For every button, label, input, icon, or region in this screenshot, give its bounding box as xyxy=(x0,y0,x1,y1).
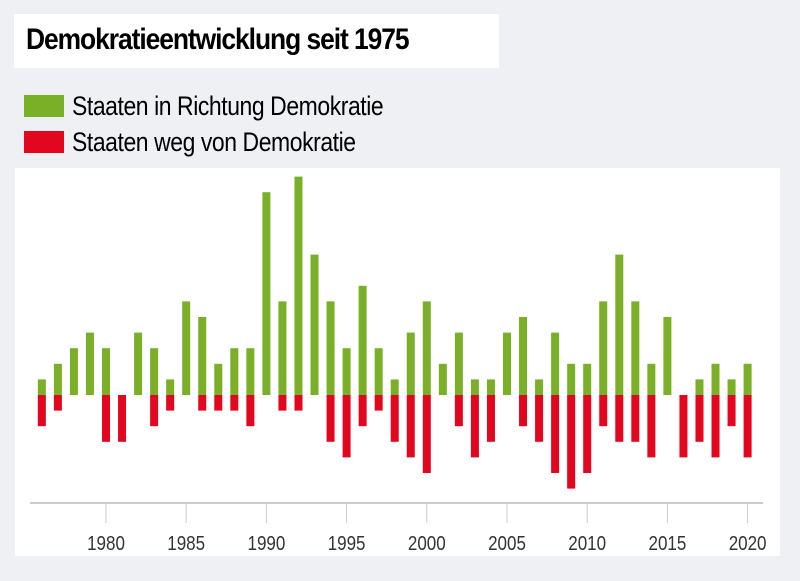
bar-towards-democracy xyxy=(695,379,704,395)
legend: Staaten in Richtung Demokratie Staaten w… xyxy=(24,88,438,160)
bar-away-from-democracy xyxy=(406,395,415,458)
bar-towards-democracy xyxy=(214,363,223,395)
bar-away-from-democracy xyxy=(358,395,367,427)
bar-away-from-democracy xyxy=(278,395,287,411)
bar-away-from-democracy xyxy=(711,395,720,458)
bar-towards-democracy xyxy=(663,317,672,395)
bar-towards-democracy xyxy=(342,348,351,395)
bar-away-from-democracy xyxy=(118,395,127,442)
x-tick-label: 2010 xyxy=(568,532,606,555)
bar-towards-democracy xyxy=(166,379,175,395)
bar-away-from-democracy xyxy=(679,395,688,458)
bar-towards-democracy xyxy=(535,379,544,395)
chart-title: Demokratieentwicklung seit 1975 xyxy=(26,23,410,56)
x-tick-label: 2005 xyxy=(488,532,526,555)
bar-away-from-democracy xyxy=(342,395,351,458)
bar-towards-democracy xyxy=(326,301,335,395)
bar-towards-democracy xyxy=(246,348,255,395)
bar-away-from-democracy xyxy=(599,395,608,427)
bar-towards-democracy xyxy=(182,301,191,395)
bar-away-from-democracy xyxy=(583,395,592,473)
bar-towards-democracy xyxy=(102,348,110,395)
x-tick-label: 1995 xyxy=(328,532,366,555)
bar-towards-democracy xyxy=(727,379,736,395)
bar-towards-democracy xyxy=(53,363,62,395)
bar-away-from-democracy xyxy=(230,395,239,411)
bar-towards-democracy xyxy=(486,379,495,395)
bar-away-from-democracy xyxy=(615,395,624,442)
bar-towards-democracy xyxy=(438,363,447,395)
legend-item-away: Staaten weg von Demokratie xyxy=(24,124,438,160)
bar-away-from-democracy xyxy=(374,395,383,411)
bar-towards-democracy xyxy=(310,254,319,395)
bar-away-from-democracy xyxy=(37,395,46,427)
chart-panel xyxy=(15,168,780,556)
bar-away-from-democracy xyxy=(727,395,736,427)
bar-towards-democracy xyxy=(711,363,720,395)
bar-towards-democracy xyxy=(390,379,399,395)
bar-away-from-democracy xyxy=(102,395,110,442)
x-tick-label: 1990 xyxy=(248,532,286,555)
bar-towards-democracy xyxy=(37,379,46,395)
bar-towards-democracy xyxy=(422,301,431,395)
bar-towards-democracy xyxy=(198,317,207,395)
bar-away-from-democracy xyxy=(519,395,528,427)
bar-towards-democracy xyxy=(519,317,528,395)
bar-away-from-democracy xyxy=(214,395,223,411)
title-box: Demokratieentwicklung seit 1975 xyxy=(14,14,499,68)
bar-away-from-democracy xyxy=(567,395,576,489)
x-tick-label: 2020 xyxy=(729,532,767,555)
bar-towards-democracy xyxy=(262,192,271,395)
bar-away-from-democracy xyxy=(150,395,159,427)
bar-towards-democracy xyxy=(599,301,608,395)
bar-towards-democracy xyxy=(230,348,239,395)
bar-away-from-democracy xyxy=(326,395,335,442)
bar-away-from-democracy xyxy=(486,395,495,442)
bar-away-from-democracy xyxy=(470,395,479,458)
legend-item-towards: Staaten in Richtung Demokratie xyxy=(24,88,438,124)
bar-towards-democracy xyxy=(583,363,592,395)
bar-towards-democracy xyxy=(470,379,479,395)
x-tick-label: 1985 xyxy=(167,532,205,555)
bar-away-from-democracy xyxy=(631,395,640,442)
bar-away-from-democracy xyxy=(535,395,544,442)
legend-label: Staaten weg von Demokratie xyxy=(72,126,356,157)
bar-away-from-democracy xyxy=(695,395,704,442)
legend-swatch-green xyxy=(24,95,64,117)
bar-towards-democracy xyxy=(503,332,511,395)
bar-towards-democracy xyxy=(551,332,560,395)
bar-towards-democracy xyxy=(454,332,463,395)
x-tick-label: 1980 xyxy=(87,532,125,555)
bar-away-from-democracy xyxy=(743,395,752,458)
bar-towards-democracy xyxy=(85,332,94,395)
bar-towards-democracy xyxy=(615,254,624,395)
bar-towards-democracy xyxy=(134,332,143,395)
x-tick-label: 2000 xyxy=(408,532,446,555)
legend-label: Staaten in Richtung Demokratie xyxy=(72,90,384,121)
bar-towards-democracy xyxy=(150,348,159,395)
bar-away-from-democracy xyxy=(390,395,399,442)
bar-towards-democracy xyxy=(69,348,78,395)
bar-towards-democracy xyxy=(743,363,752,395)
bar-away-from-democracy xyxy=(53,395,62,411)
bar-towards-democracy xyxy=(294,176,303,395)
bar-towards-democracy xyxy=(374,348,383,395)
bar-away-from-democracy xyxy=(454,395,463,427)
bar-towards-democracy xyxy=(406,332,415,395)
bar-towards-democracy xyxy=(567,363,576,395)
x-tick-label: 2015 xyxy=(649,532,687,555)
bar-away-from-democracy xyxy=(166,395,175,411)
bar-towards-democracy xyxy=(278,301,287,395)
bar-away-from-democracy xyxy=(647,395,656,458)
bar-away-from-democracy xyxy=(198,395,207,411)
legend-swatch-red xyxy=(24,131,64,153)
bar-away-from-democracy xyxy=(551,395,560,473)
bar-towards-democracy xyxy=(631,301,640,395)
bar-away-from-democracy xyxy=(294,395,303,411)
bar-away-from-democracy xyxy=(246,395,255,427)
bar-away-from-democracy xyxy=(422,395,431,473)
bar-towards-democracy xyxy=(647,363,656,395)
bar-towards-democracy xyxy=(358,285,367,395)
